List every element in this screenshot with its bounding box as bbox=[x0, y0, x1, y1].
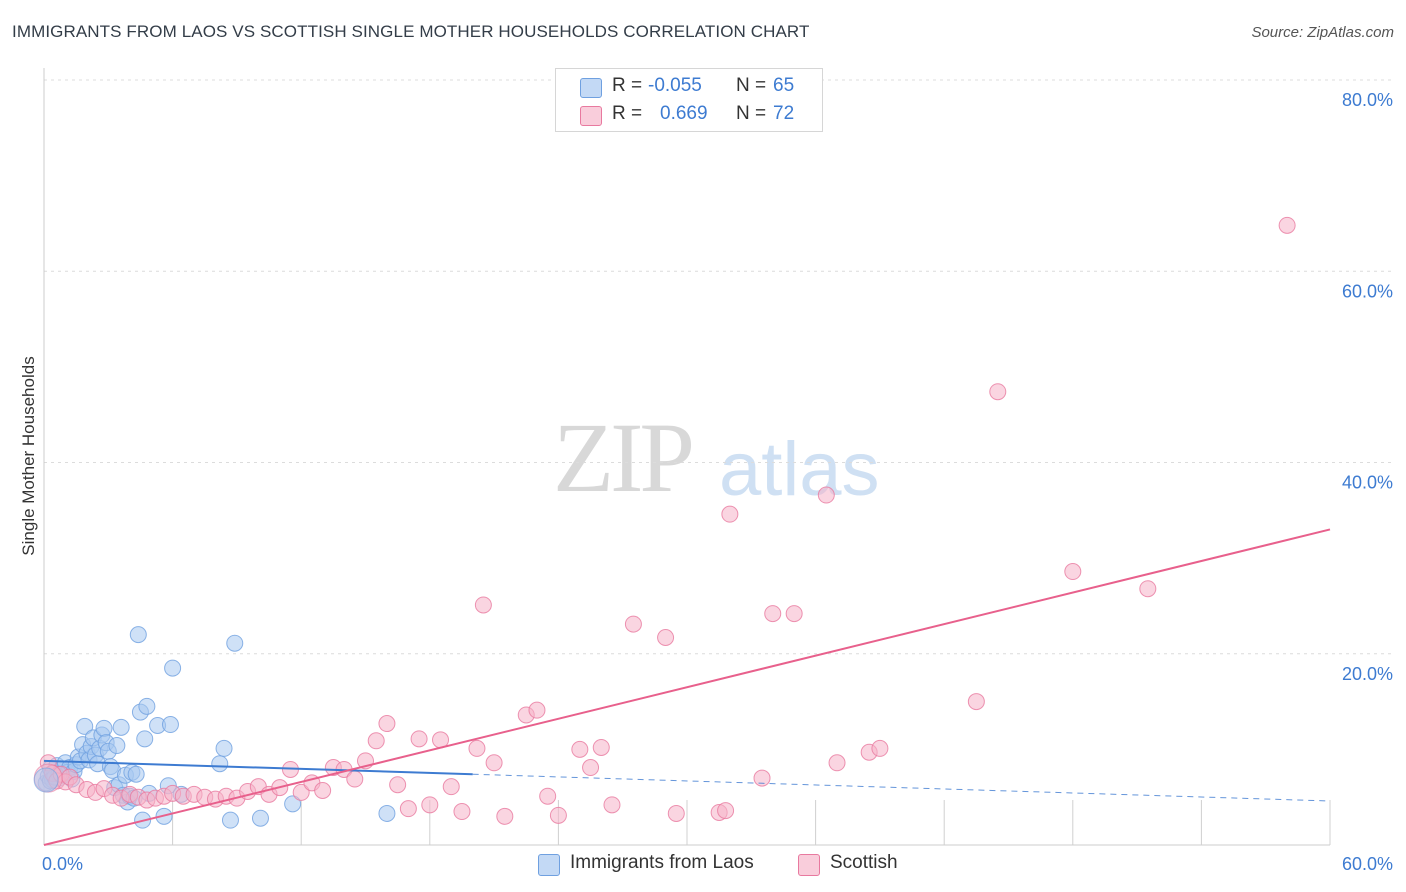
point-immigrants-from-laos bbox=[108, 737, 126, 755]
point-immigrants-from-laos bbox=[112, 718, 130, 736]
point-scottish bbox=[828, 754, 846, 772]
chart-title: IMMIGRANTS FROM LAOS VS SCOTTISH SINGLE … bbox=[12, 22, 810, 41]
point-scottish bbox=[442, 778, 460, 796]
y-axis-label: Single Mother Households bbox=[19, 356, 38, 555]
bottom-legend-swatch-laos bbox=[538, 854, 560, 876]
point-scottish bbox=[485, 754, 503, 772]
y-tick-label: 60.0% bbox=[1342, 281, 1393, 301]
legend-n-label: N = bbox=[736, 103, 767, 124]
point-scottish bbox=[1139, 580, 1157, 598]
legend-swatch-laos bbox=[580, 78, 602, 98]
point-immigrants-from-laos bbox=[127, 765, 145, 783]
trend-lines bbox=[43, 528, 1331, 846]
legend-r-label: R = bbox=[612, 103, 643, 124]
legend-r-value: 0.669 bbox=[660, 103, 708, 124]
point-scottish bbox=[764, 605, 782, 623]
data-points bbox=[33, 216, 1296, 829]
legend-r-label: R = bbox=[612, 75, 643, 96]
y-tick-label: 80.0% bbox=[1342, 90, 1393, 110]
axes bbox=[43, 68, 1331, 846]
point-scottish bbox=[1064, 563, 1082, 581]
correlation-legend: R = -0.055 N = 65 R = 0.669 N = 72 bbox=[555, 68, 823, 132]
point-scottish bbox=[389, 776, 407, 794]
gridlines bbox=[44, 79, 1392, 655]
point-scottish bbox=[378, 715, 396, 733]
x-tick-label: 60.0% bbox=[1342, 854, 1393, 874]
watermark-atlas: atlas bbox=[719, 427, 880, 512]
point-immigrants-from-laos bbox=[378, 804, 396, 822]
point-immigrants-from-laos bbox=[136, 730, 154, 748]
point-scottish bbox=[292, 783, 310, 801]
point-scottish bbox=[399, 800, 417, 818]
trend-line-laos bbox=[43, 759, 473, 776]
legend-n-value: 65 bbox=[773, 75, 795, 96]
point-scottish bbox=[410, 730, 428, 748]
point-immigrants-from-laos bbox=[95, 719, 113, 737]
point-scottish bbox=[528, 701, 546, 719]
point-scottish bbox=[314, 781, 332, 799]
point-immigrants-from-laos bbox=[138, 697, 156, 715]
point-scottish bbox=[624, 615, 642, 633]
point-scottish bbox=[753, 769, 771, 787]
point-scottish bbox=[346, 770, 364, 788]
point-scottish bbox=[453, 803, 471, 821]
point-scottish bbox=[603, 796, 621, 814]
bottom-legend-label-scottish: Scottish bbox=[830, 852, 898, 873]
point-immigrants-from-laos bbox=[284, 795, 302, 813]
trend-line-laos-extension bbox=[472, 773, 1331, 802]
bottom-legend-label-laos: Immigrants from Laos bbox=[570, 852, 754, 873]
point-immigrants-from-laos bbox=[161, 716, 179, 734]
point-immigrants-from-laos bbox=[226, 634, 244, 652]
legend-swatch-scottish bbox=[580, 106, 602, 126]
point-immigrants-from-laos bbox=[211, 755, 229, 773]
point-immigrants-from-laos bbox=[33, 767, 59, 793]
point-scottish bbox=[717, 802, 735, 820]
point-scottish bbox=[667, 804, 685, 822]
point-scottish bbox=[721, 505, 739, 523]
watermark-zip: ZIP bbox=[553, 402, 695, 513]
point-scottish bbox=[592, 738, 610, 756]
point-immigrants-from-laos bbox=[164, 659, 182, 677]
point-immigrants-from-laos bbox=[76, 717, 94, 735]
y-tick-label: 40.0% bbox=[1342, 473, 1393, 493]
point-scottish bbox=[571, 740, 589, 758]
point-scottish bbox=[496, 807, 514, 825]
trend-line-scottish bbox=[43, 528, 1331, 846]
point-scottish bbox=[785, 605, 803, 623]
point-scottish bbox=[817, 486, 835, 504]
x-tick-label: 0.0% bbox=[42, 854, 83, 874]
legend-r-value: -0.055 bbox=[648, 75, 702, 96]
point-scottish bbox=[582, 759, 600, 777]
bottom-legend-swatch-scottish bbox=[798, 854, 820, 876]
point-immigrants-from-laos bbox=[221, 811, 239, 829]
legend-n-value: 72 bbox=[773, 103, 795, 124]
source-label: Source: ZipAtlas.com bbox=[1251, 24, 1394, 41]
point-immigrants-from-laos bbox=[215, 739, 233, 757]
point-scottish bbox=[1278, 216, 1296, 234]
point-immigrants-from-laos bbox=[251, 809, 269, 827]
point-scottish bbox=[468, 739, 486, 757]
point-scottish bbox=[549, 806, 567, 824]
point-scottish bbox=[871, 739, 889, 757]
point-scottish bbox=[367, 732, 385, 750]
tick-labels: 20.0% 40.0% 60.0% 80.0% 0.0% 60.0% bbox=[42, 90, 1393, 874]
point-immigrants-from-laos bbox=[129, 626, 147, 644]
y-tick-label: 20.0% bbox=[1342, 664, 1393, 684]
point-scottish bbox=[539, 787, 557, 805]
point-scottish bbox=[474, 596, 492, 614]
legend-n-label: N = bbox=[736, 75, 767, 96]
point-scottish bbox=[989, 383, 1007, 401]
point-scottish bbox=[657, 628, 675, 646]
point-scottish bbox=[421, 796, 439, 814]
point-scottish bbox=[967, 693, 985, 711]
